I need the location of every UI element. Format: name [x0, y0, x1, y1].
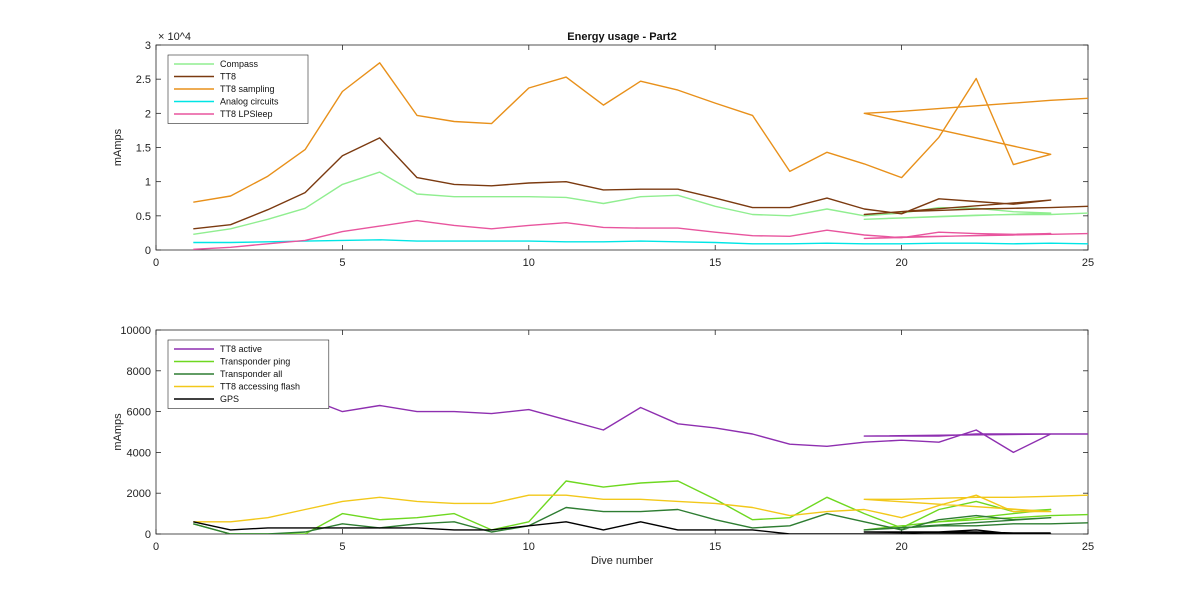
legend-label: TT8 LPSleep	[220, 109, 273, 119]
legend-label: Transponder all	[220, 369, 282, 379]
y-tick-label: 10000	[120, 325, 151, 337]
x-tick-label: 20	[895, 257, 907, 269]
series-line-analog-circuits	[193, 239, 1088, 245]
series-line-tt8-active	[193, 347, 1088, 454]
y-tick-label: 2000	[127, 488, 151, 500]
y-tick-label: 8000	[127, 366, 151, 378]
y-tick-label: 0.5	[136, 211, 151, 223]
series-line-tt8-accessing-flash	[193, 494, 1088, 523]
y-tick-label: 3	[145, 40, 151, 52]
x-tick-label: 25	[1082, 257, 1094, 269]
y-tick-label: 0	[145, 245, 151, 257]
series-group	[193, 347, 1088, 534]
legend: TT8 active Transponder ping Transponder al…	[167, 339, 330, 409]
legend-label: Compass	[220, 59, 259, 69]
x-tick-label: 0	[153, 541, 159, 553]
x-tick-label: 20	[895, 541, 907, 553]
legend: Compass TT8 TT8 sampling Analog circuits TT8…	[167, 54, 309, 124]
y-tick-label: 1.5	[136, 143, 151, 155]
legend-label: Analog circuits	[220, 97, 279, 107]
legend-label: GPS	[220, 394, 239, 404]
y-tick-label: 4000	[127, 447, 151, 459]
legend-label: TT8 accessing flash	[220, 382, 300, 392]
x-tick-label: 25	[1082, 541, 1094, 553]
legend-label: TT8 sampling	[220, 84, 275, 94]
y-tick-label: 2	[145, 108, 151, 120]
series-line-tt8-lpsleep	[193, 219, 1088, 250]
series-group	[193, 62, 1088, 250]
y-axis-label: mAmps	[112, 413, 124, 451]
y-tick-label: 2.5	[136, 74, 151, 86]
y-axis-label: mAmps	[112, 128, 124, 166]
legend-label: TT8	[220, 72, 236, 82]
chart-title: Energy usage - Part2	[567, 31, 676, 43]
legend-label: TT8 active	[220, 344, 262, 354]
x-tick-label: 15	[709, 257, 721, 269]
x-tick-label: 10	[523, 541, 535, 553]
subplot-2: 0 5 10 15 20 25 0 2000 4000 6000 8000 10000 mAmps Div…	[112, 325, 1094, 567]
x-tick-label: 0	[153, 257, 159, 269]
series-line-compass	[193, 171, 1088, 235]
series-line-transponder-ping	[193, 480, 1088, 534]
y-tick-label: 1	[145, 177, 151, 189]
x-tick-label: 5	[339, 257, 345, 269]
y-exponent-label: × 10^4	[158, 31, 191, 43]
y-tick-label: 6000	[127, 407, 151, 419]
series-line-gps	[193, 521, 1052, 534]
x-axis-label: Dive number	[591, 555, 654, 567]
series-line-tt8	[193, 137, 1088, 230]
x-tick-label: 5	[339, 541, 345, 553]
axes-box	[155, 44, 1089, 251]
subplot-1: 0 5 10 15 20 25 0 0.5 1 1.5 2 2.5 3 × 10^4 Energy usag…	[112, 31, 1094, 269]
legend-label: Transponder ping	[220, 357, 290, 367]
legend-box	[167, 54, 309, 124]
y-tick-label: 0	[145, 529, 151, 541]
series-line-tt8-sampling	[193, 62, 1088, 203]
x-tick-label: 10	[523, 257, 535, 269]
x-tick-label: 15	[709, 541, 721, 553]
